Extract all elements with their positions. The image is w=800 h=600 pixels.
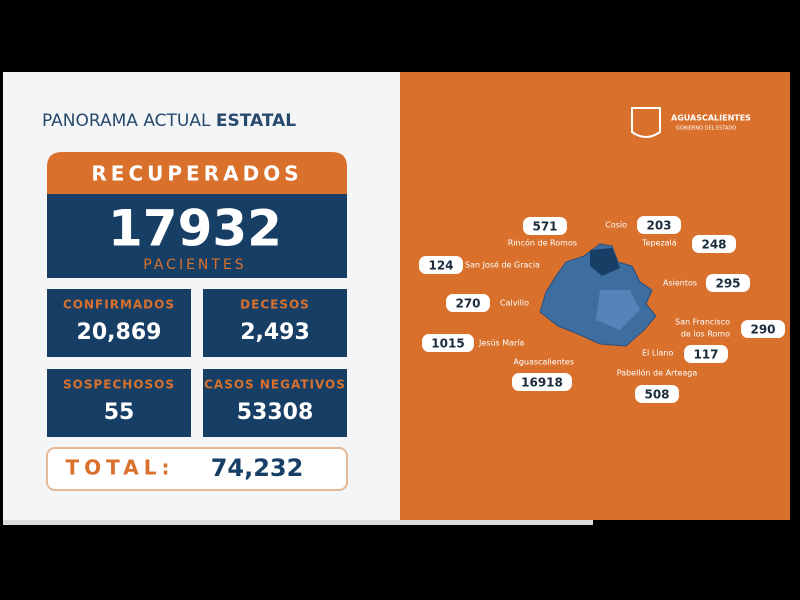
total-value: 74,232 xyxy=(211,454,304,482)
recuperados-value: 17932 xyxy=(108,200,282,258)
value-pill xyxy=(692,235,736,253)
stat-label: CASOS NEGATIVOS xyxy=(204,378,346,392)
map-region xyxy=(596,290,640,330)
value-pill xyxy=(419,256,463,274)
municipality-name: San José de Gracia xyxy=(465,260,540,270)
value-pill xyxy=(635,385,679,403)
title: PANORAMA ACTUAL ESTATAL xyxy=(42,111,296,131)
logo-emblem xyxy=(631,107,661,138)
municipality-name: Tepezalá xyxy=(641,239,677,248)
value-pill xyxy=(512,373,572,391)
municipality-name: Asientos xyxy=(663,279,697,288)
municipality-value: 1015 xyxy=(431,337,464,351)
recuperados-body xyxy=(47,194,347,278)
municipality-value: 290 xyxy=(750,323,775,337)
value-pill xyxy=(446,294,490,312)
value-pill xyxy=(523,217,567,235)
municipality-name: San Francisco xyxy=(675,318,730,327)
logo-subtitle: GOBIERNO DEL ESTADO xyxy=(676,126,736,132)
recuperados-header xyxy=(47,152,347,194)
municipality-name: Aguascalientes xyxy=(513,358,574,367)
municipality-name: Jesús María xyxy=(478,339,525,348)
municipality-value: 124 xyxy=(428,259,453,273)
logo: AGUASCALIENTES GOBIERNO DEL ESTADO xyxy=(631,107,751,138)
value-pill xyxy=(422,334,474,352)
total-label: TOTAL: xyxy=(66,456,175,480)
recuperados-unit: PACIENTES xyxy=(143,257,246,273)
stat-box xyxy=(47,289,191,357)
recuperados-label: RECUPERADOS xyxy=(91,162,302,186)
municipality-value: 295 xyxy=(715,277,740,291)
logo-name: AGUASCALIENTES xyxy=(671,114,751,123)
stat-box xyxy=(203,369,347,437)
map-region xyxy=(590,248,620,276)
municipality-value: 508 xyxy=(644,388,669,402)
total-box xyxy=(46,447,348,491)
value-pill xyxy=(637,216,681,234)
municipality-value: 270 xyxy=(455,297,480,311)
state-map xyxy=(539,243,657,347)
municipality-name: Rincón de Romos xyxy=(508,238,577,248)
municipality-value: 571 xyxy=(532,220,557,234)
municipality-name: Calvillo xyxy=(500,299,529,308)
stat-value: 55 xyxy=(104,400,135,425)
municipality-name: Pabellón de Arteaga xyxy=(617,368,698,378)
municipality-value: 16918 xyxy=(521,376,563,390)
municipality-name: El Llano xyxy=(642,349,673,358)
municipality-value: 203 xyxy=(646,219,671,233)
stat-label: DECESOS xyxy=(240,298,310,312)
progress-bar xyxy=(3,520,593,525)
stat-label: CONFIRMADOS xyxy=(63,298,175,312)
municipality-value: 248 xyxy=(701,238,726,252)
municipality-value: 117 xyxy=(693,348,718,362)
value-pill xyxy=(741,320,785,338)
stat-value: 20,869 xyxy=(77,320,162,345)
municipality-name: Cosío xyxy=(605,221,627,230)
stats: CONFIRMADOS 20,869 DECESOS 2,493 SOSPECHOSOS… xyxy=(47,289,347,437)
municipalities: 203 Cosío 571 Rincón de Romos 248 Tepezalá 124… xyxy=(419,216,785,403)
stat-label: SOSPECHOSOS xyxy=(63,378,175,392)
value-pill xyxy=(706,274,750,292)
stat-box xyxy=(203,289,347,357)
municipality-name: de los Romo xyxy=(681,330,730,339)
value-pill xyxy=(684,345,728,363)
stat-box xyxy=(47,369,191,437)
stat-value: 53308 xyxy=(237,400,314,425)
stat-value: 2,493 xyxy=(240,320,310,345)
